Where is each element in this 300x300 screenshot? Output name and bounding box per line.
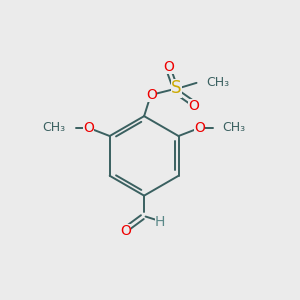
Text: S: S <box>171 80 182 98</box>
Text: O: O <box>164 60 175 74</box>
Text: CH₃: CH₃ <box>43 121 66 134</box>
Text: O: O <box>188 99 199 113</box>
Text: H: H <box>155 215 166 229</box>
Text: CH₃: CH₃ <box>206 76 229 89</box>
Text: O: O <box>83 121 94 135</box>
Text: O: O <box>194 121 205 135</box>
Text: O: O <box>120 224 131 238</box>
Text: CH₃: CH₃ <box>222 121 245 134</box>
Text: O: O <box>146 88 157 102</box>
